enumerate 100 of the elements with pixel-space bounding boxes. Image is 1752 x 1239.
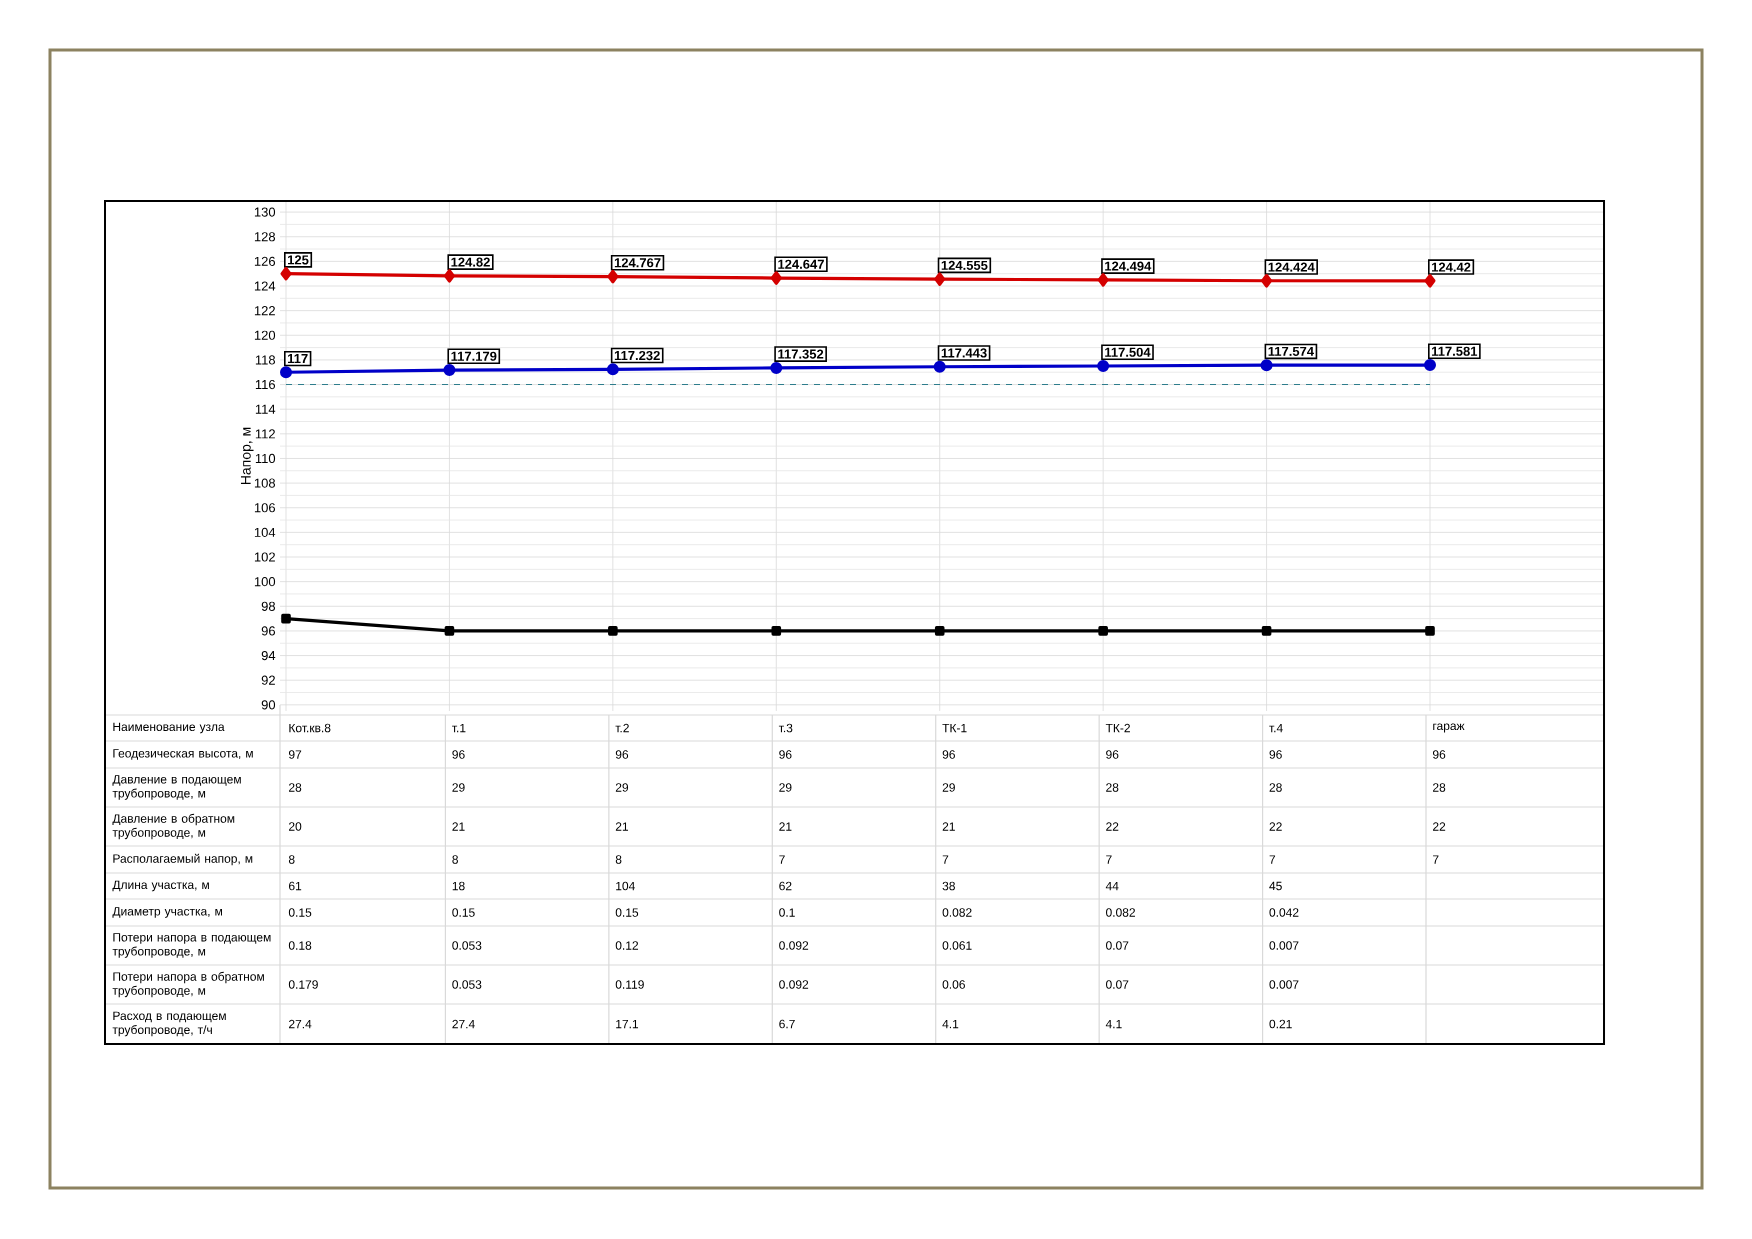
x-tick-label: т.4 xyxy=(1269,723,1283,733)
text: 22 xyxy=(1433,822,1446,831)
text: 96 xyxy=(1432,750,1446,759)
point xyxy=(1261,273,1273,288)
point xyxy=(1425,626,1435,636)
x-tick-label: т.1 xyxy=(452,723,466,733)
text: Давление в подающем трубопроводе, м xyxy=(112,775,241,800)
y-tick-label: 108 xyxy=(254,478,276,488)
text: Геодезическая высота, м xyxy=(113,749,253,760)
text: 29 xyxy=(942,783,955,792)
text: 7 xyxy=(1433,855,1439,864)
point xyxy=(1261,626,1272,636)
point xyxy=(770,271,782,285)
y-tick-label: 96 xyxy=(261,626,276,636)
text: 0.092 xyxy=(779,980,809,989)
data-label: 124.424 xyxy=(1268,262,1315,272)
point xyxy=(280,266,292,281)
y-tick-label: 130 xyxy=(254,207,276,217)
text: 0.007 xyxy=(1269,980,1299,989)
text: 8 xyxy=(615,855,622,864)
text: 0.06 xyxy=(942,980,965,989)
point xyxy=(1097,360,1110,373)
text: 0.15 xyxy=(615,908,639,917)
point xyxy=(443,269,455,283)
data-label: 117.581 xyxy=(1432,346,1478,356)
text: 29 xyxy=(452,783,465,792)
data-label: 117.179 xyxy=(451,351,497,361)
text: 7 xyxy=(1269,855,1276,864)
text: 0.007 xyxy=(1269,941,1299,950)
text: 18 xyxy=(452,881,465,891)
y-tick-label: 118 xyxy=(255,355,276,365)
text: 7 xyxy=(942,855,949,864)
y-tick-label: 92 xyxy=(261,675,275,685)
text: 28 xyxy=(1269,783,1282,792)
x-tick-label: гараж xyxy=(1433,723,1465,733)
point xyxy=(280,366,293,379)
point xyxy=(443,364,456,377)
y-tick-label: 100 xyxy=(254,577,276,587)
x-tick-label: ТК-2 xyxy=(1105,723,1130,733)
point xyxy=(1260,359,1273,372)
data-label: 124.494 xyxy=(1105,261,1152,271)
data-label: 117.232 xyxy=(614,350,660,361)
point xyxy=(933,360,946,373)
text: 27.4 xyxy=(452,1019,475,1029)
data-label: 125 xyxy=(288,255,309,265)
text: 96 xyxy=(779,750,792,759)
y-tick-label: 110 xyxy=(255,453,276,464)
text: 96 xyxy=(615,750,629,759)
point xyxy=(606,363,619,376)
text: 44 xyxy=(1105,881,1119,891)
text: 96 xyxy=(452,750,465,759)
text: 0.119 xyxy=(615,980,644,989)
point xyxy=(934,272,946,286)
data-label: 117.574 xyxy=(1268,346,1314,356)
text: 8 xyxy=(288,855,295,864)
text: 28 xyxy=(1433,783,1446,792)
text: 104 xyxy=(616,881,635,891)
text: 8 xyxy=(452,855,458,864)
y-tick-label: 90 xyxy=(261,700,276,710)
text: 7 xyxy=(1106,855,1112,864)
text: Располагаемый напор, м xyxy=(113,853,253,866)
text: 0.12 xyxy=(615,941,639,950)
x-tick-label: т.3 xyxy=(778,723,793,733)
text: 97 xyxy=(288,750,302,759)
y-tick-label: 94 xyxy=(261,650,276,661)
text: 0.15 xyxy=(288,908,312,917)
text: 21 xyxy=(615,822,629,831)
y-tick-label: 120 xyxy=(254,330,276,340)
y-tick-label: 102 xyxy=(254,552,275,562)
y-tick-label: 122 xyxy=(254,306,275,316)
text: 22 xyxy=(1106,822,1119,831)
y-tick-label: 112 xyxy=(255,429,275,439)
y-axis-title: Напор, м xyxy=(240,427,254,485)
y-tick-label: 124 xyxy=(254,281,276,291)
text: 6.7 xyxy=(779,1019,795,1029)
text: 38 xyxy=(942,881,955,891)
x-axis-title: Наименование узла xyxy=(113,722,225,734)
data-label: 124.42 xyxy=(1432,262,1471,272)
text: Расход в подающем трубопроводе, т/ч xyxy=(112,1011,226,1037)
x-tick-label: Кот.кв.8 xyxy=(289,723,331,733)
point xyxy=(607,269,619,284)
point xyxy=(934,626,945,636)
text: 0.07 xyxy=(1106,980,1129,989)
y-tick-label: 114 xyxy=(255,404,276,414)
text: Давление в обратном трубопроводе, м xyxy=(112,813,235,840)
x-tick-label: ТК-1 xyxy=(942,723,967,733)
text: 61 xyxy=(289,881,302,891)
text: 0.07 xyxy=(1106,941,1129,950)
text: 22 xyxy=(1269,822,1282,831)
text: 4.1 xyxy=(942,1019,959,1029)
text: 62 xyxy=(779,881,792,891)
text: 17.1 xyxy=(616,1019,639,1029)
text: 28 xyxy=(289,783,302,792)
data-label: 117.504 xyxy=(1105,347,1151,357)
text: 0.082 xyxy=(1106,908,1135,917)
data-label: 124.555 xyxy=(941,260,988,270)
text: Потери напора в обратном трубопроводе, м xyxy=(112,971,264,998)
point xyxy=(771,626,782,636)
point xyxy=(1098,626,1108,636)
text: 27.4 xyxy=(289,1019,312,1029)
